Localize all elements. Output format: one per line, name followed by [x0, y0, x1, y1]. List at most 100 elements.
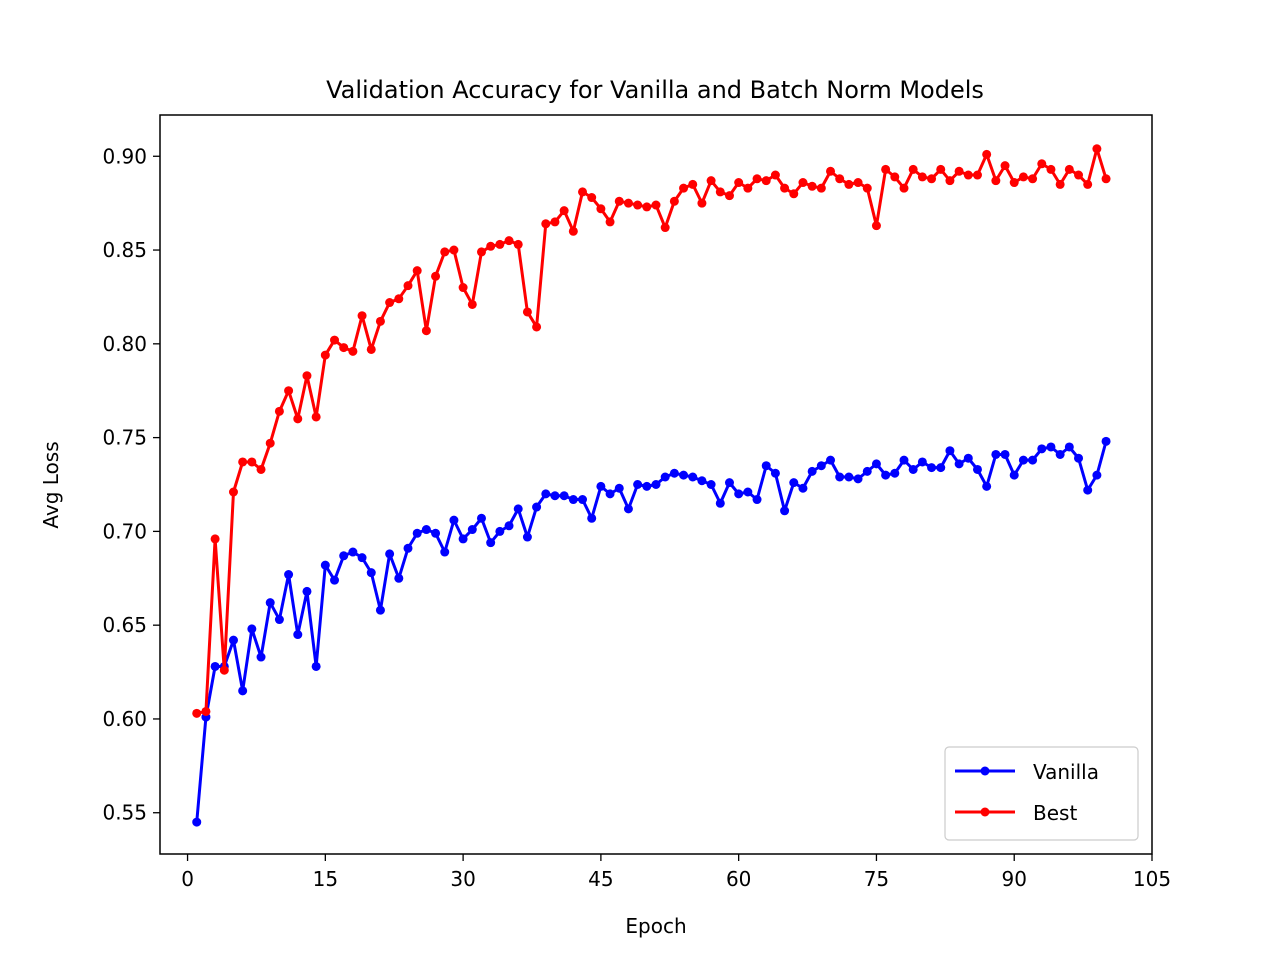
series-best-point: [1009, 178, 1019, 188]
series-best-point: [614, 196, 624, 206]
y-axis: 0.55 0.60 0.65 0.70 0.75 0.80 0.85 0.90: [102, 144, 160, 825]
series-best-point: [311, 412, 321, 422]
series-best-point: [871, 221, 881, 231]
series-vanilla-point: [256, 652, 266, 662]
series-vanilla-point: [697, 476, 707, 486]
series-vanilla-point: [284, 570, 294, 580]
series-best-point: [522, 307, 532, 317]
series-best-point: [982, 149, 992, 159]
series-best-point: [293, 414, 303, 424]
series-best-point: [219, 665, 229, 675]
series-best-point: [862, 183, 872, 193]
series-best-point: [265, 438, 275, 448]
series-vanilla-point: [789, 478, 799, 488]
series-best-point: [274, 406, 284, 416]
series-vanilla-point: [605, 489, 615, 499]
series-best-point: [596, 204, 606, 214]
series-vanilla-point: [927, 463, 937, 473]
series-best-point: [366, 344, 376, 354]
series-best-point: [752, 174, 762, 184]
series-best-point: [899, 183, 909, 193]
series-vanilla-point: [715, 498, 725, 508]
series-best-point: [532, 322, 542, 332]
series-best-point: [375, 316, 385, 326]
series-vanilla-point: [853, 474, 863, 484]
series-vanilla-point: [541, 489, 551, 499]
legend-best-label: Best: [1033, 801, 1077, 825]
series-vanilla-point: [568, 495, 578, 505]
series-best-point: [568, 226, 578, 236]
y-tick-label: 0.90: [102, 144, 147, 168]
series-best-point: [972, 170, 982, 180]
series-best-point: [761, 176, 771, 186]
series-vanilla-point: [1074, 453, 1084, 463]
y-tick-label: 0.55: [102, 801, 147, 825]
series-best-point: [660, 223, 670, 233]
legend-vanilla-marker: [980, 766, 990, 776]
series-best-point: [210, 534, 220, 544]
series-vanilla-point: [357, 553, 367, 563]
series-vanilla-point: [274, 615, 284, 625]
series-vanilla-point: [513, 504, 523, 514]
series-best-point: [394, 294, 404, 304]
series-vanilla-point: [578, 495, 588, 505]
series-best-point: [320, 350, 330, 360]
series-best-point: [513, 239, 523, 249]
series-best-point: [697, 198, 707, 208]
series-vanilla-point: [770, 468, 780, 478]
series-vanilla-point: [1000, 449, 1010, 459]
series-vanilla-point: [844, 472, 854, 482]
series-best-point: [495, 239, 505, 249]
series-best-point: [421, 326, 431, 336]
series-best-point: [1046, 164, 1056, 174]
series-best-point: [403, 281, 413, 291]
series-vanilla-point: [660, 472, 670, 482]
series-vanilla-point: [522, 532, 532, 542]
series-layer: [192, 144, 1111, 827]
series-best-point: [330, 335, 340, 345]
series-vanilla-point: [816, 461, 826, 471]
series-best-point: [431, 271, 441, 281]
series-best-point: [1028, 174, 1038, 184]
series-vanilla-point: [1055, 449, 1065, 459]
y-tick-label: 0.70: [102, 519, 147, 543]
series-vanilla-point: [366, 568, 376, 578]
series-vanilla-point: [486, 538, 496, 548]
series-vanilla-point: [972, 464, 982, 474]
series-vanilla-point: [1028, 455, 1038, 465]
series-vanilla-point: [228, 635, 238, 645]
series-best-point: [605, 217, 615, 227]
series-best-point: [669, 196, 679, 206]
series-vanilla-point: [899, 455, 909, 465]
series-vanilla-point: [210, 661, 220, 671]
series-best-point: [467, 299, 477, 309]
series-vanilla-point: [1046, 442, 1056, 452]
series-best-point: [706, 176, 716, 186]
series-best-point: [201, 706, 211, 716]
series-vanilla-point: [734, 489, 744, 499]
series-vanilla-point: [559, 491, 569, 501]
series-vanilla-point: [247, 624, 257, 634]
x-axis: 0 15 30 45 60 75 90 105: [181, 854, 1171, 891]
series-vanilla-point: [614, 483, 624, 493]
series-best-point: [228, 487, 238, 497]
y-tick-label: 0.85: [102, 238, 147, 262]
series-vanilla-point: [688, 472, 698, 482]
series-best-point: [890, 172, 900, 182]
series-best-point: [798, 178, 808, 188]
series-vanilla-point: [936, 463, 946, 473]
series-best-point: [927, 174, 937, 184]
series-vanilla-point: [348, 547, 358, 557]
series-best-point: [256, 464, 266, 474]
series-best-point: [541, 219, 551, 229]
series-best-point: [440, 247, 450, 257]
series-best-point: [954, 166, 964, 176]
series-best-point: [486, 241, 496, 251]
series-best-point: [1101, 174, 1111, 184]
series-best-point: [1055, 179, 1065, 189]
series-vanilla-point: [449, 515, 459, 525]
series-best-point: [1083, 179, 1093, 189]
series-best-point: [633, 200, 643, 210]
series-vanilla-point: [467, 525, 477, 535]
series-best-point: [623, 198, 633, 208]
